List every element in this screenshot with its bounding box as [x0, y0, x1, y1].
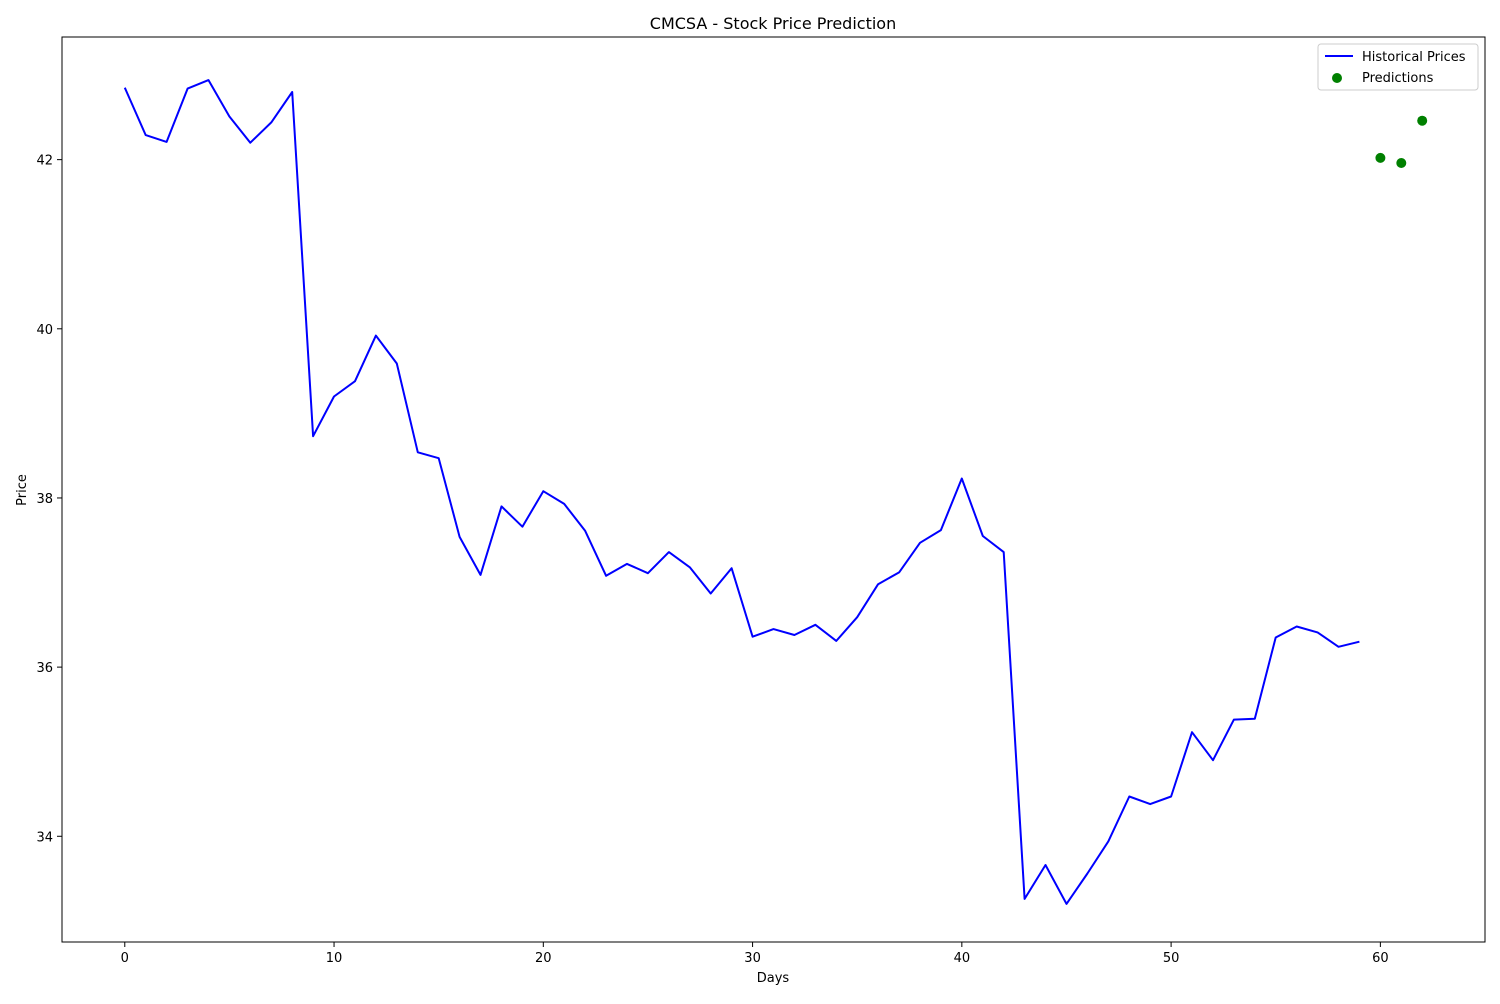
prediction-point — [1417, 115, 1428, 126]
x-tick-label: 60 — [1372, 951, 1389, 966]
prediction-point — [1375, 152, 1386, 163]
x-tick-label: 30 — [744, 951, 761, 966]
legend-predictions-label: Predictions — [1362, 71, 1434, 86]
legend: Historical Prices Predictions — [1317, 43, 1479, 91]
x-axis-label: Days — [757, 971, 790, 986]
x-tick-label: 20 — [535, 951, 552, 966]
y-tick-label: 36 — [36, 661, 53, 676]
plot-area — [123, 79, 1428, 905]
legend-box — [1317, 43, 1479, 91]
x-axis: 0 10 20 30 40 50 60 — [121, 942, 1389, 966]
y-tick-label: 42 — [36, 154, 53, 169]
axes-frame — [61, 36, 1486, 943]
legend-historical-label: Historical Prices — [1362, 50, 1466, 65]
y-tick-label: 34 — [36, 830, 53, 845]
x-tick-label: 40 — [954, 951, 971, 966]
x-tick-label: 10 — [326, 951, 343, 966]
y-tick-label: 40 — [36, 323, 53, 338]
x-tick-label: 50 — [1163, 951, 1180, 966]
chart-title: CMCSA - Stock Price Prediction — [650, 14, 896, 33]
legend-predictions-swatch — [1332, 73, 1342, 83]
y-tick-label: 38 — [36, 492, 53, 507]
historical-prices-line — [123, 79, 1360, 905]
prediction-point — [1396, 158, 1407, 168]
y-axis-label: Price — [15, 474, 30, 506]
x-tick-label: 0 — [121, 951, 129, 966]
y-axis: 34 36 38 40 42 — [36, 154, 62, 845]
